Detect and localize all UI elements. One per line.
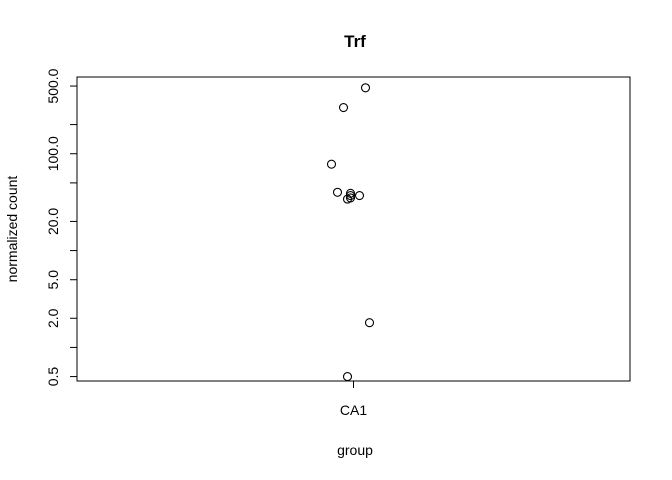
x-axis: CA1	[340, 381, 367, 418]
chart-title: Trf	[344, 32, 366, 51]
y-tick-label: 2.0	[45, 308, 61, 328]
data-point	[342, 194, 353, 204]
y-tick-label: 5.0	[45, 270, 61, 290]
y-tick-label: 0.5	[45, 367, 61, 387]
y-axis-label: normalized count	[4, 176, 20, 283]
y-tick-label: 20.0	[45, 208, 61, 235]
data-point	[338, 102, 349, 113]
y-axis: 0.5 2.0 5.0 20.0 100.0 500.0	[45, 68, 77, 386]
data-point	[342, 372, 353, 382]
data-point	[345, 188, 356, 198]
plot-frame	[76, 76, 631, 382]
data-point	[354, 191, 365, 201]
data-point	[360, 83, 371, 93]
y-tick-label: 100.0	[45, 136, 61, 171]
data-point	[326, 159, 337, 169]
y-tick-label: 500.0	[45, 68, 61, 103]
data-points	[326, 83, 375, 382]
x-tick-label: CA1	[340, 402, 367, 418]
data-point	[364, 318, 375, 328]
data-point	[332, 187, 343, 197]
x-axis-label: group	[337, 442, 373, 458]
